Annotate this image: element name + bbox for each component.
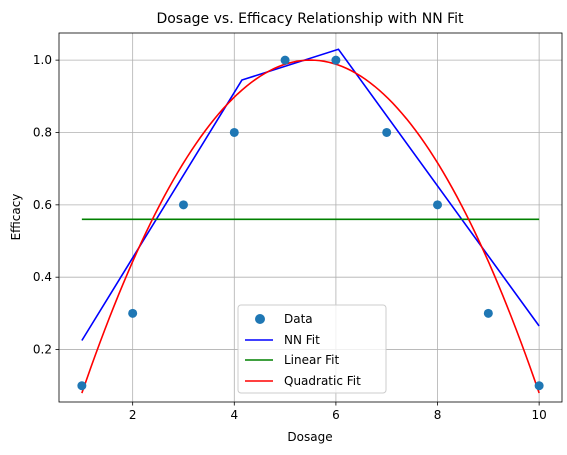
data-point [229,127,239,137]
data-point [280,55,290,65]
legend-label-data: Data [284,312,313,326]
data-point [77,381,87,391]
data-point [433,200,443,210]
data-point [534,381,544,391]
y-tick-label: 0.2 [33,343,52,357]
x-axis-label: Dosage [287,430,332,444]
ticks: 2 4 6 8 10 0.2 0.4 0.6 0.8 1.0 [33,53,547,422]
x-tick-label: 6 [332,408,340,422]
x-tick-label: 10 [531,408,546,422]
plot-frame [58,32,563,403]
data-point [178,200,188,210]
x-tick-label: 4 [230,408,238,422]
y-tick-label: 0.8 [33,125,52,139]
data-point [128,308,138,318]
x-tick-label: 8 [434,408,442,422]
legend: Data NN Fit Linear Fit Quadratic Fit [237,304,387,394]
legend-marker-data [255,314,265,324]
data-point [331,55,341,65]
legend-label-quadratic-fit: Quadratic Fit [284,374,361,388]
series-line-quadratic-fit [81,59,540,394]
y-tick-label: 0.4 [33,270,52,284]
legend-label-nn-fit: NN Fit [284,333,320,347]
legend-box [237,304,387,394]
y-tick-label: 0.6 [33,198,52,212]
data-point [483,308,493,318]
series-line-nn-fit [81,48,540,341]
legend-label-linear-fit: Linear Fit [284,353,339,367]
y-axis-label: Efficacy [9,194,23,241]
x-tick-label: 2 [129,408,137,422]
chart-title: Dosage vs. Efficacy Relationship with NN… [156,11,464,27]
series-layer [77,48,544,394]
y-tick-label: 1.0 [33,53,52,67]
data-point [382,127,392,137]
